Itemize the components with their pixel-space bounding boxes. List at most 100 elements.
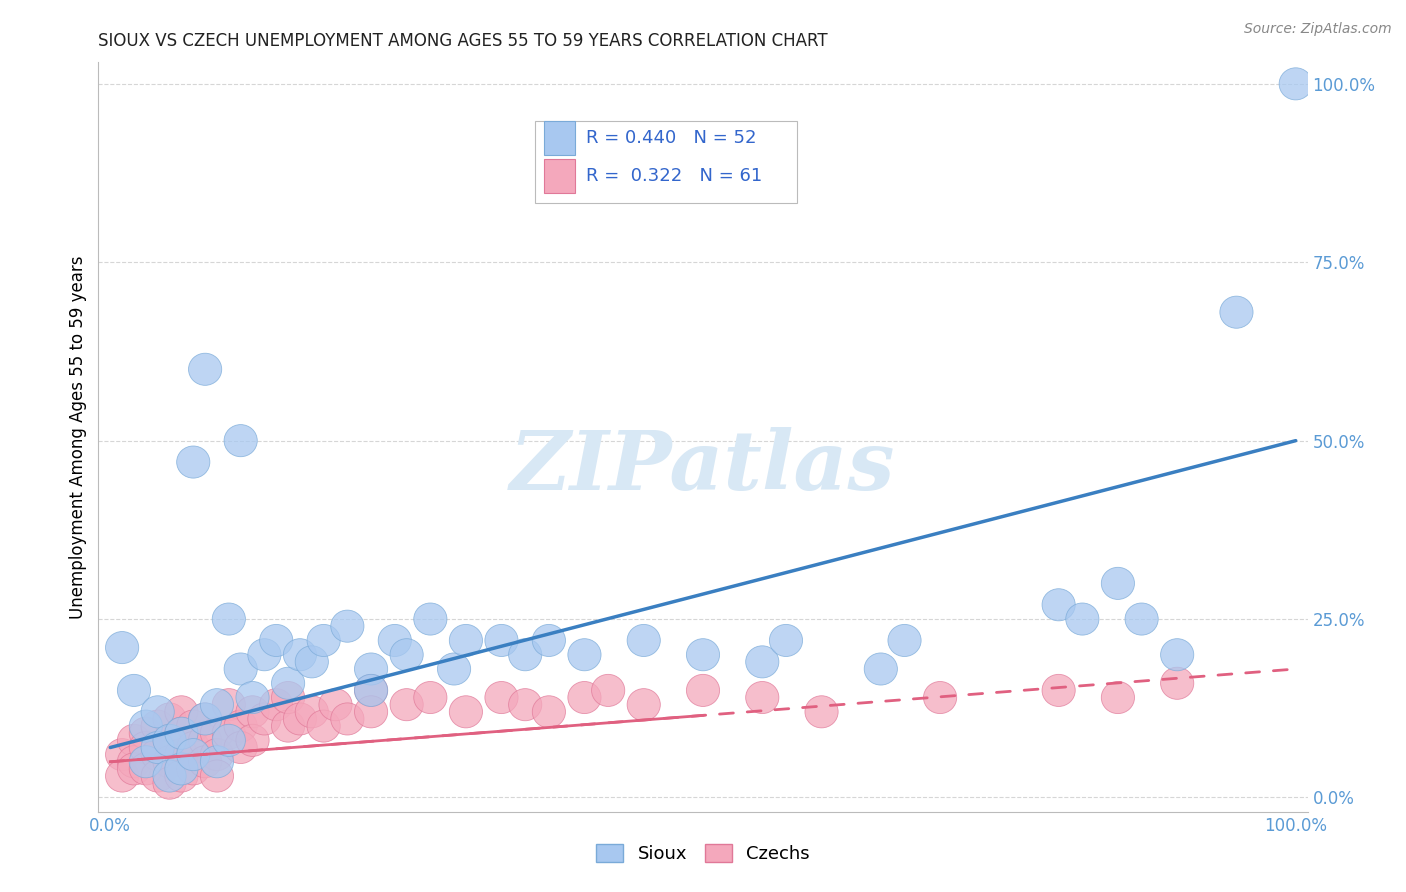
Ellipse shape (188, 703, 222, 735)
Ellipse shape (295, 696, 329, 728)
Ellipse shape (129, 717, 163, 749)
Ellipse shape (141, 731, 174, 764)
Ellipse shape (592, 674, 624, 706)
Ellipse shape (1042, 589, 1076, 621)
Ellipse shape (129, 710, 163, 742)
Ellipse shape (165, 717, 198, 749)
Ellipse shape (153, 767, 186, 799)
Ellipse shape (141, 739, 174, 771)
Ellipse shape (627, 624, 661, 657)
Ellipse shape (141, 710, 174, 742)
Ellipse shape (201, 746, 233, 778)
Ellipse shape (212, 717, 246, 749)
Ellipse shape (188, 746, 222, 778)
Ellipse shape (1066, 603, 1099, 635)
Ellipse shape (889, 624, 921, 657)
Ellipse shape (295, 646, 329, 678)
Ellipse shape (177, 753, 209, 785)
Legend: Sioux, Czechs: Sioux, Czechs (589, 837, 817, 870)
Ellipse shape (450, 624, 482, 657)
Ellipse shape (1125, 603, 1159, 635)
Ellipse shape (141, 760, 174, 792)
Ellipse shape (212, 689, 246, 721)
Ellipse shape (165, 760, 198, 792)
Ellipse shape (1101, 681, 1135, 714)
Ellipse shape (1220, 296, 1253, 328)
Ellipse shape (129, 753, 163, 785)
Ellipse shape (165, 696, 198, 728)
Ellipse shape (129, 731, 163, 764)
Ellipse shape (153, 703, 186, 735)
Ellipse shape (745, 646, 779, 678)
Ellipse shape (117, 753, 150, 785)
Ellipse shape (224, 731, 257, 764)
Ellipse shape (686, 674, 720, 706)
Ellipse shape (165, 753, 198, 785)
Ellipse shape (354, 674, 388, 706)
Ellipse shape (865, 653, 897, 685)
Ellipse shape (413, 603, 447, 635)
Text: Source: ZipAtlas.com: Source: ZipAtlas.com (1244, 22, 1392, 37)
Ellipse shape (806, 696, 838, 728)
Text: R = 0.440   N = 52: R = 0.440 N = 52 (586, 129, 756, 147)
Ellipse shape (105, 632, 139, 664)
Ellipse shape (1042, 674, 1076, 706)
Ellipse shape (413, 681, 447, 714)
Ellipse shape (212, 724, 246, 756)
Ellipse shape (686, 639, 720, 671)
Ellipse shape (284, 703, 316, 735)
Ellipse shape (201, 717, 233, 749)
Ellipse shape (1279, 68, 1312, 100)
Ellipse shape (389, 639, 423, 671)
Ellipse shape (224, 425, 257, 457)
Ellipse shape (509, 639, 541, 671)
Ellipse shape (260, 624, 292, 657)
Ellipse shape (509, 689, 541, 721)
Ellipse shape (141, 696, 174, 728)
Text: SIOUX VS CZECH UNEMPLOYMENT AMONG AGES 55 TO 59 YEARS CORRELATION CHART: SIOUX VS CZECH UNEMPLOYMENT AMONG AGES 5… (98, 32, 828, 50)
Ellipse shape (260, 689, 292, 721)
Ellipse shape (201, 760, 233, 792)
Ellipse shape (117, 674, 150, 706)
Ellipse shape (236, 724, 269, 756)
Ellipse shape (224, 710, 257, 742)
Ellipse shape (354, 696, 388, 728)
Ellipse shape (924, 681, 956, 714)
Ellipse shape (236, 696, 269, 728)
Ellipse shape (188, 353, 222, 385)
Ellipse shape (201, 739, 233, 771)
Ellipse shape (105, 760, 139, 792)
Ellipse shape (153, 724, 186, 756)
Ellipse shape (224, 653, 257, 685)
Ellipse shape (354, 674, 388, 706)
Ellipse shape (236, 681, 269, 714)
Ellipse shape (437, 653, 471, 685)
Ellipse shape (307, 710, 340, 742)
Ellipse shape (177, 739, 209, 771)
Ellipse shape (271, 710, 305, 742)
Ellipse shape (284, 639, 316, 671)
Ellipse shape (378, 624, 412, 657)
Ellipse shape (330, 610, 364, 642)
Ellipse shape (1101, 567, 1135, 599)
Ellipse shape (247, 703, 281, 735)
Ellipse shape (1160, 639, 1194, 671)
Ellipse shape (271, 667, 305, 699)
Ellipse shape (153, 724, 186, 756)
Ellipse shape (627, 689, 661, 721)
Ellipse shape (188, 724, 222, 756)
Ellipse shape (568, 639, 600, 671)
Ellipse shape (117, 746, 150, 778)
Ellipse shape (1160, 667, 1194, 699)
Ellipse shape (201, 689, 233, 721)
Ellipse shape (354, 653, 388, 685)
Ellipse shape (153, 760, 186, 792)
Ellipse shape (117, 724, 150, 756)
Ellipse shape (533, 624, 565, 657)
Ellipse shape (212, 603, 246, 635)
Ellipse shape (485, 624, 517, 657)
Ellipse shape (165, 739, 198, 771)
Ellipse shape (105, 739, 139, 771)
Ellipse shape (177, 446, 209, 478)
Ellipse shape (188, 703, 222, 735)
